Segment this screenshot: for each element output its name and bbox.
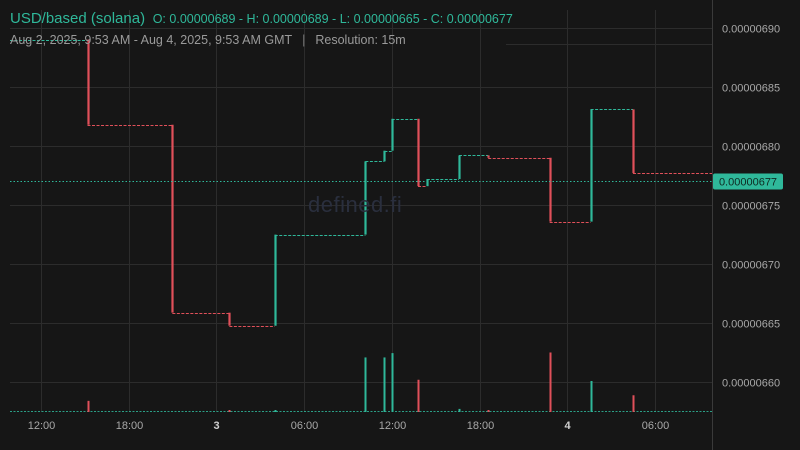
y-tick-label: 0.00000690: [722, 24, 780, 36]
x-axis: 12:00 18:00 3 06:00 12:00 18:00 4 06:00: [28, 420, 670, 432]
close-value: 0.00000677: [446, 12, 513, 26]
x-tick-label: 18:00: [467, 420, 495, 432]
x-tick-label: 06:00: [642, 420, 670, 432]
separator: |: [302, 33, 306, 47]
y-tick-label: 0.00000670: [722, 260, 780, 272]
x-tick-label: 12:00: [28, 420, 56, 432]
x-tick-label: 12:00: [379, 420, 407, 432]
watermark: defined.fi: [308, 192, 403, 217]
resolution: Resolution: 15m: [315, 33, 406, 47]
pair-name: USD/based (solana): [10, 10, 146, 27]
y-tick-label: 0.00000680: [722, 142, 780, 154]
open-value: 0.00000689: [169, 12, 236, 26]
x-tick-label: 06:00: [291, 420, 319, 432]
price-series: [10, 39, 712, 327]
y-tick-label: 0.00000660: [722, 378, 780, 390]
chart-grid: [10, 0, 713, 450]
high-label: H:: [246, 12, 260, 26]
x-tick-label: 4: [564, 420, 571, 432]
ohlc-readout: O: 0.00000689 - H: 0.00000689 - L: 0.000…: [152, 12, 513, 26]
y-tick-label: 0.00000685: [722, 83, 780, 95]
x-tick-label: 18:00: [116, 420, 144, 432]
last-price-marker: 0.00000677: [10, 173, 783, 190]
open-label: O:: [152, 12, 166, 26]
y-tick-label: 0.00000665: [722, 319, 780, 331]
date-range: Aug 2, 2025, 9:53 AM - Aug 4, 2025, 9:53…: [10, 33, 293, 47]
y-tick-label: 0.00000675: [722, 201, 780, 213]
volume-bars: [10, 352, 712, 412]
x-tick-label: 3: [213, 420, 219, 432]
y-axis: 0.00000660 0.00000665 0.00000670 0.00000675…: [722, 24, 780, 390]
close-label: C:: [430, 12, 444, 26]
chart-header: USD/based (solana) O: 0.00000689 - H: 0.…: [10, 10, 513, 27]
low-value: 0.00000665: [353, 12, 420, 26]
high-value: 0.00000689: [262, 12, 329, 26]
chart-subheader: Aug 2, 2025, 9:53 AM - Aug 4, 2025, 9:53…: [10, 33, 406, 47]
last-price-badge: [713, 173, 783, 190]
last-price-label: 0.00000677: [719, 177, 777, 189]
low-label: L:: [339, 12, 351, 26]
